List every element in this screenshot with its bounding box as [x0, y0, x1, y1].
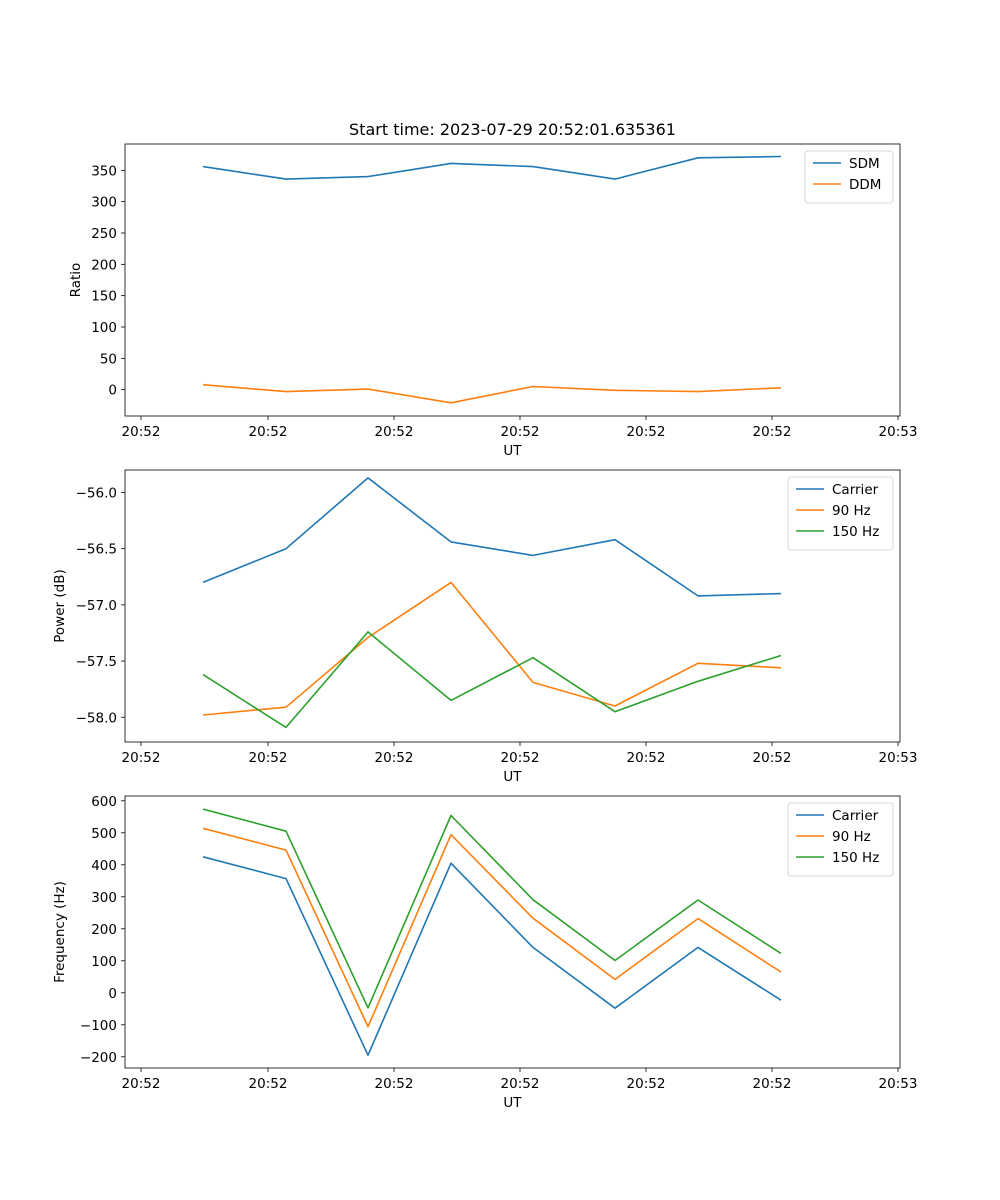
- frequency-x-tick-label: 20:52: [375, 1076, 414, 1092]
- frequency-legend-label-150-hz: 150 Hz: [832, 850, 879, 866]
- frequency-axes-frame: [124, 795, 901, 1069]
- frequency-y-tick-label: 600: [91, 794, 117, 810]
- chart-title: Start time: 2023-07-29 20:52:01.635361: [349, 120, 676, 139]
- power-x-axis-label: UT: [503, 769, 522, 785]
- ratio-y-tick-label: 100: [91, 320, 117, 336]
- frequency-y-tick-label: −200: [80, 1050, 117, 1066]
- frequency-x-tick-label: 20:52: [627, 1076, 666, 1092]
- power-y-tick-label: −56.0: [76, 485, 117, 501]
- frequency-series-carrier-line: [202, 856, 782, 1056]
- frequency-x-tick-label: 20:52: [501, 1076, 540, 1092]
- ratio-x-tick-label: 20:52: [753, 424, 792, 440]
- ratio-legend: SDM DDM: [804, 150, 894, 204]
- frequency-y-tick-label: 500: [91, 826, 117, 842]
- ratio-x-tick-label: 20:52: [375, 424, 414, 440]
- frequency-x-tick-label: 20:52: [753, 1076, 792, 1092]
- frequency-y-tick-label: 200: [91, 922, 117, 938]
- ratio-x-tick-label: 20:52: [249, 424, 288, 440]
- ratio-legend-label-sdm: SDM: [849, 156, 880, 172]
- power-y-tick-label: −57.0: [76, 598, 117, 614]
- ratio-y-tick-label: 50: [100, 351, 117, 367]
- frequency-x-tick-label: 20:52: [122, 1076, 161, 1092]
- power-series-150-hz-line: [202, 631, 782, 729]
- power-y-tick-label: −57.5: [76, 654, 117, 670]
- ratio-x-tick-label: 20:52: [627, 424, 666, 440]
- frequency-y-tick-label: 0: [108, 986, 117, 1002]
- power-x-tick-label: 20:52: [249, 750, 288, 766]
- power-x-tick-label: 20:52: [627, 750, 666, 766]
- frequency-y-tick-label: 100: [91, 954, 117, 970]
- frequency-y-tick-label: 400: [91, 858, 117, 874]
- power-legend: Carrier 90 Hz 150 Hz: [787, 476, 894, 551]
- power-axes-frame: [124, 469, 901, 743]
- ratio-x-axis-label: UT: [503, 443, 522, 459]
- ratio-x-tick-label: 20:53: [879, 424, 918, 440]
- ratio-axes-frame: [124, 143, 901, 417]
- ratio-y-tick-label: 150: [91, 289, 117, 305]
- frequency-x-tick-label: 20:53: [879, 1076, 918, 1092]
- power-series-90-hz-line: [202, 581, 782, 716]
- ratio-panel: 20:52 20:52 20:52 20:52 20:52 20:52 20:53 0 50 10…: [68, 120, 917, 459]
- power-panel: 20:52 20:52 20:52 20:52 20:52 20:52 20:53 −58.0…: [52, 469, 918, 785]
- ratio-series-sdm-line: [202, 155, 782, 180]
- power-y-axis-label: Power (dB): [52, 569, 68, 642]
- power-series-carrier-line: [202, 477, 782, 597]
- power-legend-label-90-hz: 90 Hz: [832, 503, 871, 519]
- ratio-y-tick-label: 300: [91, 195, 117, 211]
- frequency-legend: Carrier 90 Hz 150 Hz: [787, 802, 894, 877]
- frequency-x-tick-label: 20:52: [249, 1076, 288, 1092]
- frequency-series-150-hz-line: [202, 808, 782, 1009]
- ratio-y-tick-label: 0: [108, 383, 117, 399]
- ratio-x-tick-label: 20:52: [501, 424, 540, 440]
- frequency-y-axis-label: Frequency (Hz): [52, 881, 68, 983]
- ratio-x-tick-label: 20:52: [122, 424, 161, 440]
- power-x-tick-label: 20:52: [753, 750, 792, 766]
- power-y-tick-label: −58.0: [76, 710, 117, 726]
- power-x-tick-label: 20:52: [501, 750, 540, 766]
- power-y-tick-label: −56.5: [76, 542, 117, 558]
- power-legend-label-150-hz: 150 Hz: [832, 524, 879, 540]
- frequency-legend-label-90-hz: 90 Hz: [832, 829, 871, 845]
- power-x-tick-label: 20:53: [879, 750, 918, 766]
- frequency-panel: 20:52 20:52 20:52 20:52 20:52 20:52 20:53 −200 −…: [52, 794, 917, 1111]
- power-legend-label-carrier: Carrier: [832, 482, 879, 498]
- frequency-y-tick-label: −100: [80, 1018, 117, 1034]
- ratio-y-tick-label: 250: [91, 226, 117, 242]
- power-x-tick-label: 20:52: [122, 750, 161, 766]
- ratio-y-tick-label: 350: [91, 163, 117, 179]
- power-x-tick-label: 20:52: [375, 750, 414, 766]
- ratio-series-ddm-line: [202, 383, 782, 404]
- ratio-legend-box: [804, 150, 894, 204]
- frequency-series-90-hz-line: [202, 827, 782, 1028]
- frequency-x-axis-label: UT: [503, 1095, 522, 1111]
- ratio-y-axis-label: Ratio: [68, 263, 84, 298]
- frequency-y-tick-label: 300: [91, 890, 117, 906]
- ratio-legend-label-ddm: DDM: [849, 177, 881, 193]
- frequency-legend-label-carrier: Carrier: [832, 808, 879, 824]
- ratio-y-tick-label: 200: [91, 257, 117, 273]
